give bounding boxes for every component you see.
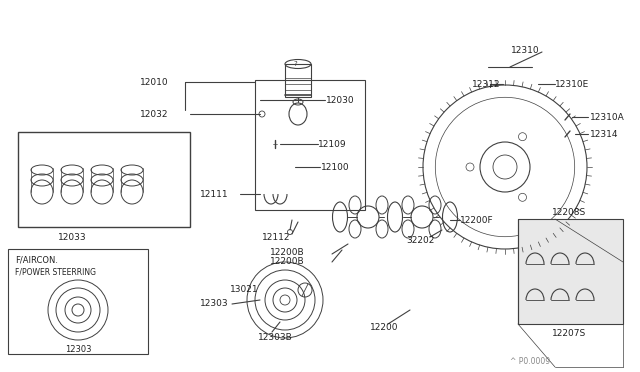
Text: 12033: 12033 (58, 232, 86, 241)
Text: 12200B: 12200B (270, 247, 305, 257)
Bar (255, 80, 365, 210)
Text: ^ P0.0009: ^ P0.0009 (510, 357, 550, 366)
Text: 12207S: 12207S (552, 330, 586, 339)
Text: 12010: 12010 (140, 77, 168, 87)
Text: 13021: 13021 (230, 285, 259, 295)
Text: 12030: 12030 (326, 96, 355, 105)
Text: 12303B: 12303B (258, 333, 292, 341)
Text: 12032: 12032 (140, 109, 168, 119)
Text: 32202: 32202 (406, 235, 435, 244)
Text: F/POWER STEERRING: F/POWER STEERRING (15, 267, 96, 276)
Text: 12200: 12200 (370, 323, 399, 331)
Text: 12111: 12111 (200, 189, 228, 199)
Text: 12200F: 12200F (460, 215, 493, 224)
Text: 12112: 12112 (262, 232, 291, 241)
Text: 12303: 12303 (65, 346, 92, 355)
Text: 12109: 12109 (318, 140, 347, 148)
Bar (18, 132, 190, 227)
Text: 12310: 12310 (511, 45, 540, 55)
Bar (8, 249, 148, 354)
Text: 12310A: 12310A (590, 112, 625, 122)
Text: F/AIRCON.: F/AIRCON. (15, 256, 58, 264)
Text: 12314: 12314 (590, 129, 618, 138)
Bar (518, 219, 623, 324)
Text: ?: ? (293, 61, 297, 67)
Text: 12312: 12312 (472, 80, 500, 89)
Text: 12303: 12303 (200, 299, 228, 308)
Text: 12100: 12100 (321, 163, 349, 171)
Text: 12310E: 12310E (555, 80, 589, 89)
Text: 12200B: 12200B (270, 257, 305, 266)
Text: 12208S: 12208S (552, 208, 586, 217)
